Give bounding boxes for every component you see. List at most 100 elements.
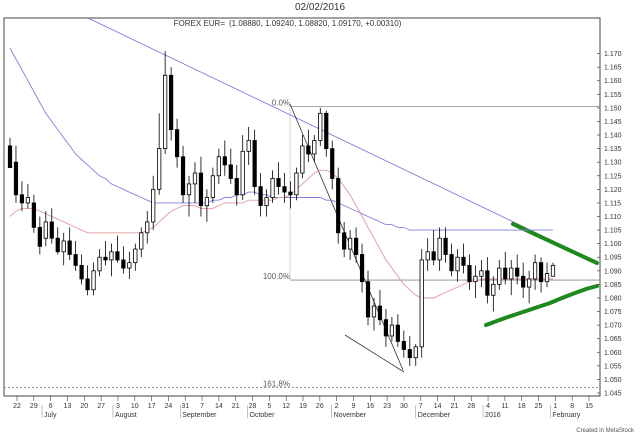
x-tick-label: 7 <box>419 403 423 410</box>
candle-up <box>240 150 245 196</box>
x-tick-label: 9 <box>352 403 356 410</box>
candle-up <box>91 270 96 291</box>
candle-down <box>353 237 359 255</box>
candle <box>377 289 383 326</box>
trend-lines <box>87 17 599 373</box>
candle-down <box>282 186 287 193</box>
candle <box>527 270 532 304</box>
candle-down <box>288 191 293 196</box>
candle-up <box>437 237 442 261</box>
x-tick-label: 2 <box>335 403 339 410</box>
candle <box>306 129 311 163</box>
month-label: December <box>418 412 451 419</box>
candle-up <box>264 197 269 207</box>
candle <box>318 107 323 146</box>
candle <box>336 167 341 244</box>
candle-down <box>252 140 257 188</box>
candle <box>515 254 520 285</box>
x-tick-label: 29 <box>30 403 38 410</box>
candle <box>467 254 472 290</box>
candle <box>222 140 227 176</box>
candles <box>7 50 556 366</box>
candle <box>473 265 478 298</box>
candle <box>407 335 412 366</box>
x-tick-label: 1 <box>553 403 557 410</box>
candle-down <box>365 281 371 318</box>
candle-up <box>300 145 305 174</box>
x-tick-label: 20 <box>80 403 88 410</box>
candle-down <box>228 164 233 179</box>
candle-down <box>234 178 239 196</box>
x-tick-label: 8 <box>570 403 574 410</box>
candle <box>133 243 138 271</box>
candle <box>85 265 90 296</box>
candle-down <box>13 161 19 196</box>
x-tick-label: 5 <box>267 403 271 410</box>
candle-up <box>532 262 538 280</box>
candle-up <box>312 140 317 155</box>
candle-up <box>216 156 221 177</box>
x-tick-label: 14 <box>434 403 442 410</box>
ohlc-readout: (1.08880, 1.09240, 1.08820, 1.09170, +0.… <box>229 19 402 28</box>
candle-up <box>186 183 192 196</box>
candle-down <box>73 254 78 266</box>
y-tick-label: 1.075 <box>604 309 622 316</box>
month-label: July <box>44 412 57 419</box>
y-tick-label: 1.135 <box>604 146 622 153</box>
y-tick-label: 1.130 <box>604 160 622 167</box>
candle <box>25 183 31 209</box>
x-tick-label: 30 <box>400 403 408 410</box>
candle-down <box>37 226 42 247</box>
candle-down <box>330 148 335 179</box>
candle <box>97 249 102 277</box>
candle-down <box>85 278 90 291</box>
candle-up <box>192 172 198 185</box>
candle <box>174 118 180 168</box>
candle-down <box>449 254 454 272</box>
candle <box>103 240 108 266</box>
candle-down <box>180 156 186 196</box>
candle-up <box>491 283 496 296</box>
x-tick-label: 25 <box>535 403 543 410</box>
candle-up <box>157 148 162 190</box>
candle-up <box>133 248 138 264</box>
candle <box>37 216 42 255</box>
x-tick-label: 26 <box>316 403 324 410</box>
y-tick-label: 1.105 <box>604 228 622 235</box>
candle-down <box>521 275 526 288</box>
candle-down <box>103 256 108 261</box>
candle <box>67 227 72 260</box>
page-title: 02/02/2016 <box>294 2 346 13</box>
x-tick-label: 17 <box>148 403 156 410</box>
candle <box>198 156 204 217</box>
candle <box>538 257 544 293</box>
candle <box>413 344 418 366</box>
candle <box>401 330 406 358</box>
x-tick-label: 28 <box>249 403 257 410</box>
y-tick-label: 1.095 <box>604 255 622 262</box>
candle <box>324 110 329 157</box>
candle <box>276 162 281 195</box>
candle <box>431 230 436 266</box>
candle-up <box>270 178 275 198</box>
candle-up <box>527 278 532 288</box>
candle <box>330 140 335 190</box>
candle <box>425 238 430 271</box>
candle-up <box>371 305 377 318</box>
candle <box>180 145 186 203</box>
candle <box>359 243 365 293</box>
x-tick-label: 11 <box>501 403 508 410</box>
candle-up <box>425 251 430 261</box>
triangle-lower <box>484 284 599 327</box>
month-label: October <box>250 412 276 419</box>
plot-frame <box>3 17 601 397</box>
candle-down <box>49 221 54 239</box>
candle <box>312 135 317 163</box>
x-tick-label: 10 <box>131 403 139 410</box>
candle <box>497 259 502 290</box>
month-label: November <box>334 412 367 419</box>
candle-up <box>127 262 132 269</box>
x-axis: 22 29 6 13 20 27 3 10 17 24 31 7 14 21 28 5 12 19 26 2 9 16 23… <box>13 396 593 410</box>
candle <box>252 129 257 195</box>
candle <box>353 227 359 263</box>
